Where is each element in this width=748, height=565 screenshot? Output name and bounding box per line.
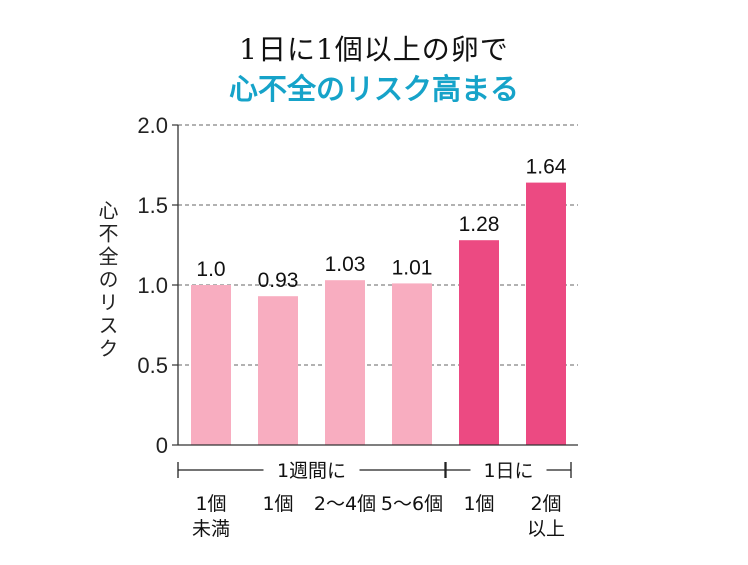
category-label: 以上 <box>527 518 565 540</box>
bar <box>191 285 231 445</box>
category-label: 5～6個 <box>381 493 443 515</box>
bar <box>459 240 499 445</box>
category-label: 未満 <box>192 518 230 540</box>
category-groups: 1週間に 1日に <box>177 460 572 482</box>
category-label: 1個 <box>262 493 293 515</box>
data-label: 0.93 <box>258 269 299 292</box>
data-labels: 1.0 0.93 1.03 1.01 1.28 1.64 <box>196 156 566 293</box>
group-label: 1日に <box>483 460 533 482</box>
y-axis-ticks: 0 0.5 1.0 1.5 2.0 <box>137 113 178 458</box>
bar <box>258 296 298 445</box>
axes <box>177 125 578 446</box>
y-tick-label: 1.0 <box>137 273 168 298</box>
data-label: 1.0 <box>196 258 225 281</box>
bar <box>526 182 566 445</box>
category-label: 2～4個 <box>314 493 376 515</box>
bars <box>191 182 566 445</box>
bar <box>325 280 365 445</box>
data-label: 1.64 <box>526 156 567 179</box>
data-label: 1.28 <box>459 213 500 236</box>
bar <box>392 283 432 445</box>
y-tick-label: 1.5 <box>137 193 168 218</box>
chart-title: 1日に1個以上の卵で <box>239 33 509 66</box>
category-label: 1個 <box>463 493 494 515</box>
y-tick-label: 0 <box>156 433 168 458</box>
group-label: 1週間に <box>277 460 346 482</box>
chart-subtitle: 心不全のリスク高まる <box>228 72 519 106</box>
gridlines <box>178 124 578 366</box>
y-axis-label: 心不全のリスク <box>95 200 119 361</box>
y-tick-label: 2.0 <box>137 113 168 138</box>
y-tick-label: 0.5 <box>137 353 168 378</box>
data-label: 1.03 <box>325 253 366 276</box>
category-label: 2個 <box>530 493 561 515</box>
category-label: 1個 <box>195 493 226 515</box>
data-label: 1.01 <box>392 256 433 279</box>
